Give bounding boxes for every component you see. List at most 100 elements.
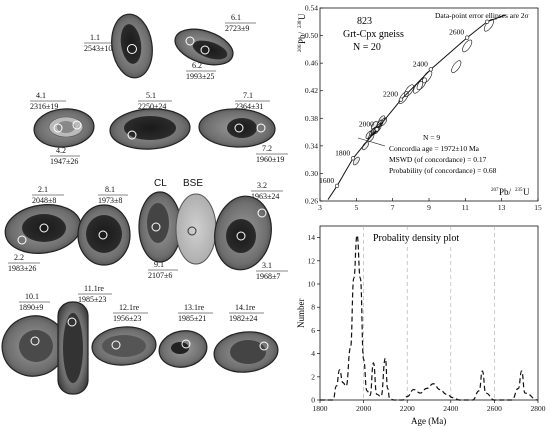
x-tick-label: 11 [462, 203, 469, 212]
data-point-ellipse [371, 120, 378, 130]
grain-label-14.1re: 14.1re [235, 303, 256, 312]
probability-density-plot: 1800 2000 2200 2400 2600 2800 0 2 4 6 8 10 12 14 Prob… [296, 225, 546, 426]
concordia-age-label: 1800 [335, 148, 350, 157]
analysis-spot [234, 123, 244, 133]
concordia-age-marker [428, 67, 433, 72]
concordia-age-marker [398, 97, 404, 102]
data-point-ellipse [451, 60, 462, 73]
stats-pointer [357, 137, 386, 147]
concordia-age-label: 2000 [359, 119, 374, 128]
grain-6 [174, 28, 234, 66]
grain-age-2.2: 1983±26 [8, 264, 36, 273]
svg-text:206: 206 [298, 44, 303, 52]
svg-text:Pb/: Pb/ [297, 31, 307, 44]
grain-age-9.1: 2107±6 [148, 271, 172, 280]
analysis-spot [127, 130, 137, 140]
svg-text:235: 235 [515, 188, 523, 193]
grain-age-5.1: 2250±24 [138, 102, 166, 111]
concordia-age-label: 2600 [449, 28, 464, 37]
grain-age-6.1: 2723±9 [225, 24, 249, 33]
grain-label-6.2: 6.2 [192, 61, 202, 70]
y-tick-label: 2 [311, 372, 315, 381]
y-tick-label: 0.30 [305, 169, 318, 178]
grain-1 [111, 13, 153, 79]
grain-age-4.1: 2316±19 [30, 102, 58, 111]
concordia-age-label: 1600 [319, 176, 334, 185]
analysis-spot [67, 317, 77, 327]
analysis-spot [236, 231, 246, 241]
cl-label: CL [154, 178, 167, 189]
stats-mswd: MSWD (of concordance) = 0.17 [389, 155, 487, 164]
rock-type: Grt-Cpx gneiss [343, 29, 404, 40]
grain-age-14.1re: 1982±24 [229, 314, 257, 323]
x-tick-label: 7 [391, 203, 395, 212]
grain-label-3.1: 3.1 [262, 261, 272, 270]
grain-label-7.1: 7.1 [243, 91, 253, 100]
y-tick-label: 0.42 [305, 86, 318, 95]
analysis-spot [185, 36, 195, 46]
grain-4 [33, 108, 95, 148]
concordia-age-marker [374, 127, 379, 132]
grain-9-bse [175, 193, 217, 265]
grain-label-4.1: 4.1 [36, 91, 46, 100]
analysis-spot [53, 123, 63, 133]
grain-9-cl [138, 191, 182, 263]
svg-text:207: 207 [491, 188, 499, 193]
analysis-spot [111, 340, 121, 350]
grain-age-10.1: 1890±9 [19, 303, 43, 312]
grain-label-8.1: 8.1 [105, 185, 115, 194]
grain-label-7.2: 7.2 [262, 144, 272, 153]
y-tick-label: 8 [311, 303, 315, 312]
analysis-spot [257, 208, 267, 218]
y-tick-label: 10 [308, 280, 316, 289]
grain-13 [158, 330, 208, 368]
grain-label-9.1: 9.1 [154, 260, 164, 269]
grain-age-13.1re: 1985±21 [178, 314, 206, 323]
grain-age-12.1re: 1956±23 [113, 314, 141, 323]
concordia-age-marker [350, 156, 356, 161]
analysis-spot [256, 123, 266, 133]
stats-probability: Probability (of concordance) = 0.68 [389, 166, 497, 175]
data-point-ellipse [380, 117, 388, 126]
data-point-ellipse [422, 70, 433, 84]
y-tick-label: 14 [308, 233, 316, 242]
bse-label: BSE [183, 178, 203, 189]
grain-12 [91, 326, 157, 366]
x-tick-label: 15 [534, 203, 542, 212]
grain-label-6.1: 6.1 [231, 13, 241, 22]
y-tick-label: 0.38 [305, 114, 318, 123]
y-tick-label: 0.26 [305, 197, 318, 206]
analysis-spot [39, 223, 49, 233]
grain-label-10.1: 10.1 [25, 292, 39, 301]
data-point-note: Data-point error ellipses are 2σ [435, 11, 529, 20]
grain-label-13.1re: 13.1re [184, 303, 205, 312]
grain-age-7.2: 1960±19 [256, 155, 284, 164]
grain-age-4.2: 1947±26 [50, 157, 78, 166]
grain-11 [57, 301, 89, 395]
y-tick-label: 0.34 [305, 141, 318, 150]
grain-label-3.2: 3.2 [257, 181, 267, 190]
grain-label-12.1re: 12.1re [119, 303, 140, 312]
pdp-y-axis-label: Number [296, 299, 306, 329]
y-tick-label: 0 [311, 396, 315, 405]
grain-5 [109, 108, 191, 150]
y-tick-label: 0.46 [305, 59, 318, 68]
x-tick-label: 2800 [531, 404, 546, 413]
grain-3 [214, 195, 272, 271]
x-tick-label: 2600 [487, 404, 502, 413]
analysis-spot [151, 222, 161, 232]
data-point-ellipse [416, 77, 427, 91]
grain-label-2.2: 2.2 [14, 253, 24, 262]
data-point-ellipse [404, 84, 415, 98]
pdp-title: Probality density plot [373, 233, 459, 244]
x-axis-label: 207 Pb/ 235 U [491, 187, 530, 197]
grain-label-2.1: 2.1 [38, 185, 48, 194]
pdp-plot-frame [319, 225, 539, 401]
analysis-spot [200, 45, 210, 55]
data-point-ellipse [361, 141, 369, 151]
zircon-grain-figure: 1.1 2543±10 6.1 2723±9 6.2 1993±25 4.1 2… [1, 13, 288, 395]
concordia-age-marker [485, 19, 490, 24]
grain-7 [198, 108, 276, 148]
analysis-spot [17, 235, 27, 245]
stats-concordia-age: Concordia age = 1972±10 Ma [389, 144, 480, 153]
